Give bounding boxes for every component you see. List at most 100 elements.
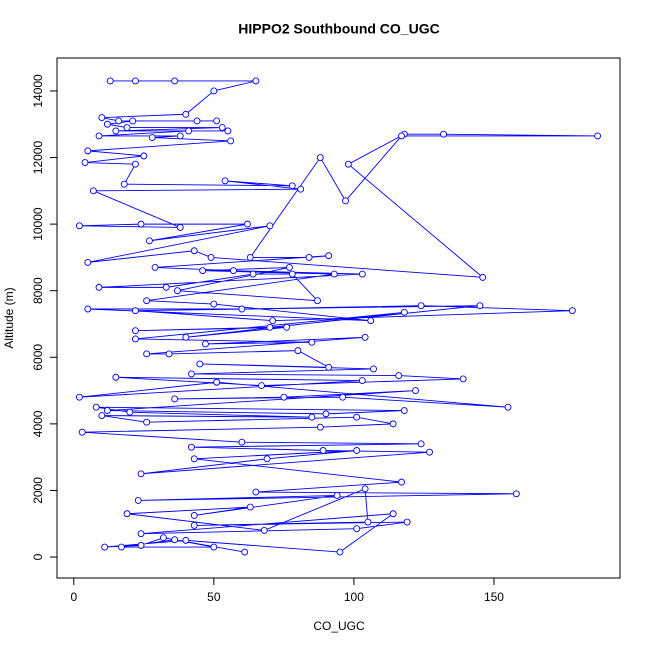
data-point [322,410,330,418]
data-point [98,114,106,122]
data-point [148,134,156,142]
data-point [190,521,198,529]
data-point [75,222,83,230]
data-point [224,127,232,135]
data-point [353,447,361,454]
data-point [131,307,139,315]
data-point [479,273,487,281]
data-point [367,317,375,325]
data-point [325,363,333,371]
data-point [512,490,520,498]
data-point [84,305,92,313]
data-point [103,120,111,128]
data-point [504,403,512,411]
data-point [165,350,173,358]
data-point [325,252,333,260]
data-point [417,302,425,310]
y-tick-label: 14000 [31,74,45,108]
data-point [112,127,120,135]
data-point [187,443,195,451]
data-point [336,548,344,556]
data-point [218,124,226,132]
data-point [199,267,207,275]
data-point [89,187,97,195]
data-point [173,287,181,295]
data-point [344,160,352,168]
data-point [353,413,361,421]
data-point [568,307,576,315]
data-point [207,253,215,261]
data-point [187,370,195,378]
x-tick-label: 50 [207,590,221,604]
data-point [137,541,145,549]
data-point [263,455,271,463]
y-axis-label: Altitude (m) [2,287,16,348]
data-point [171,77,179,85]
y-tick-label: 4000 [31,410,45,437]
data-point [159,534,167,542]
data-point [308,338,316,346]
y-tick-label: 2000 [31,477,45,504]
data-point [190,511,198,519]
data-point [137,470,145,478]
data-point [400,308,408,316]
data-point [266,222,274,230]
data-point [176,223,184,231]
data-point [403,518,411,526]
data-point [137,220,145,228]
data-point [115,117,123,125]
data-point [137,530,145,538]
data-point [134,496,142,504]
data-point [266,323,274,331]
data-point [120,180,128,188]
data-point [210,543,218,551]
data-point [476,302,484,310]
data-point [190,455,198,463]
data-point [221,177,229,185]
data-point [140,152,148,160]
data-point [258,382,265,390]
data-point [297,185,305,193]
data-point [84,258,92,266]
data-point [364,518,372,526]
data-point [353,525,361,533]
data-point [594,132,602,140]
data-point [171,395,179,403]
data-point [210,300,218,308]
data-point [333,491,341,499]
data-point [459,375,467,383]
data-point [308,413,316,421]
data-point [131,77,139,85]
x-tick-label: 100 [344,590,364,604]
data-point [358,377,366,385]
data-point [249,270,257,278]
data-point [117,543,125,551]
data-point [305,253,313,261]
data-point [398,132,405,140]
data-point [230,267,237,275]
y-tick-label: 10000 [31,207,45,241]
data-point [78,428,86,436]
data-point [440,130,447,138]
data-point [98,412,106,419]
data-point [126,408,134,416]
data-point [316,154,324,161]
data-point [196,360,204,368]
data-point [213,378,221,386]
y-tick-label: 8000 [31,277,45,304]
y-tick-label: 12000 [31,141,45,175]
x-tick-label: 0 [70,590,77,604]
data-point [131,160,139,168]
data-point [190,247,198,255]
data-point [238,305,246,313]
data-point [395,372,403,380]
plot-frame [56,57,621,579]
data-point [412,387,419,395]
data-point [95,283,103,291]
data-point [370,365,377,373]
data-point [112,373,120,381]
data-point [252,488,260,496]
data-point [400,407,408,414]
data-point [241,548,249,556]
